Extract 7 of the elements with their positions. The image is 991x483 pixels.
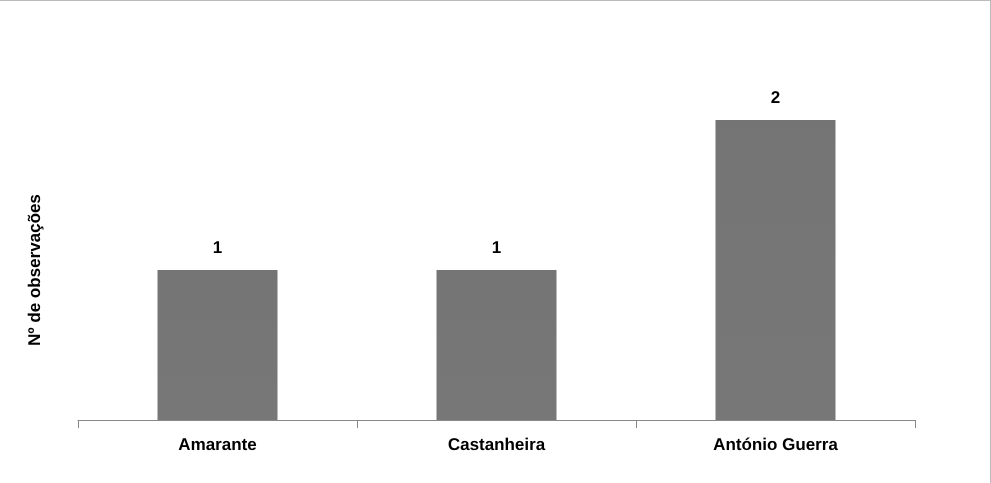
data-label: 1 [492,238,502,257]
x-tick-label: Castanheira [448,435,546,454]
x-tick-label: António Guerra [713,435,838,454]
data-label: 1 [212,238,222,257]
y-axis-title: Nº de observações [25,194,44,346]
data-label: 2 [770,88,780,107]
x-tick-label: Amarante [178,435,257,454]
